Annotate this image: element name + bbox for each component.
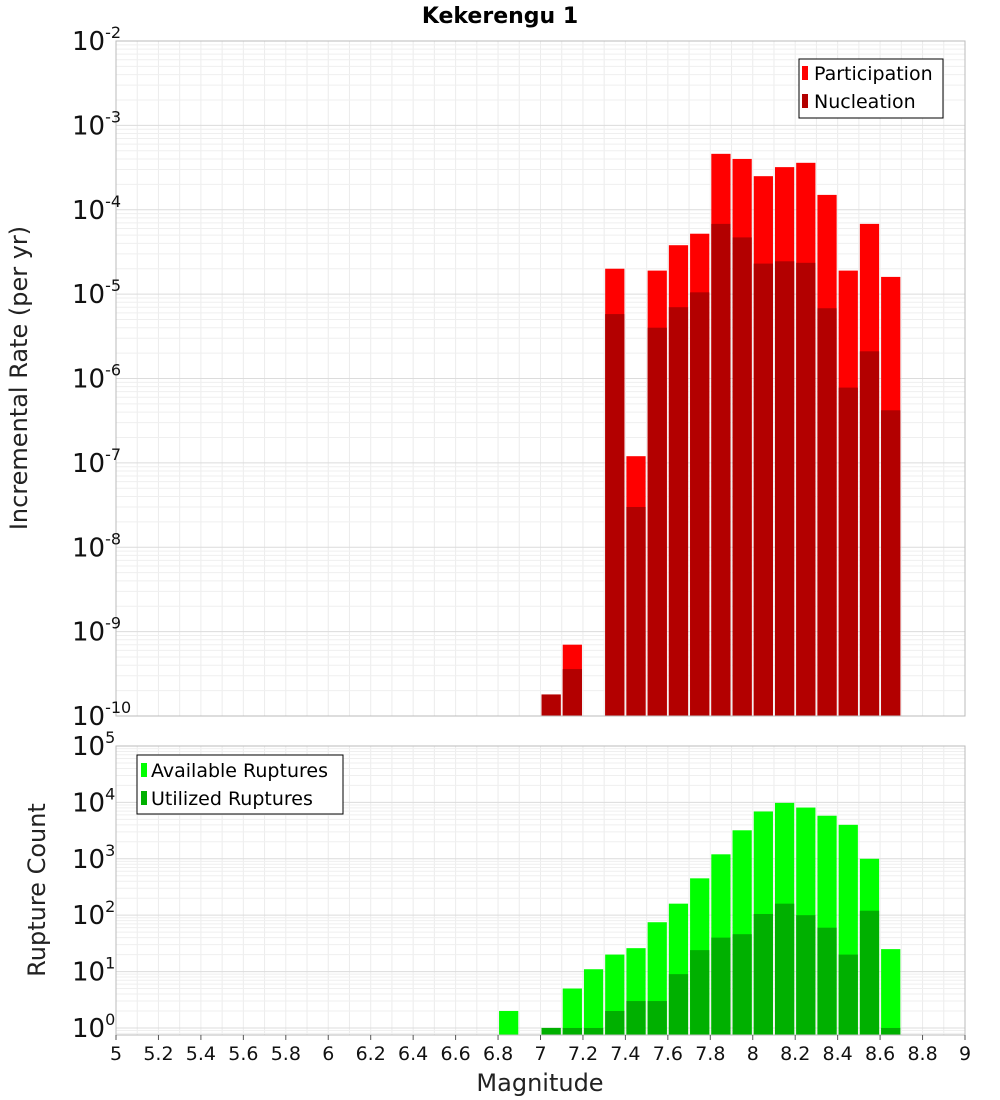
x-tick-label: 5	[110, 1043, 122, 1065]
top-plot-frame	[115, 40, 966, 717]
bottom-bar-utilized-ruptures-8.45	[838, 954, 858, 1035]
top-bar-nucleation-7.55	[647, 327, 667, 716]
bottom-bar-utilized-ruptures-7.85	[711, 937, 731, 1035]
bottom-y-ticks: 105 104 103 102 101 100	[72, 728, 115, 1044]
x-tick-label: 8.8	[907, 1043, 937, 1065]
bottom-bar-available-ruptures-7.25	[583, 969, 604, 1035]
bottom-y-tick-label: 105	[72, 728, 115, 762]
top-grid	[115, 40, 966, 717]
top-bar-nucleation-8.35	[817, 308, 837, 716]
bottom-bar-utilized-ruptures-8.25	[796, 915, 816, 1035]
x-tick-label: 5.6	[228, 1043, 258, 1065]
top-bar-nucleation-8.55	[859, 351, 880, 716]
bottom-bar-utilized-ruptures-7.75	[690, 950, 710, 1035]
bottom-bar-utilized-ruptures-7.45	[626, 1001, 646, 1035]
x-tick-label: 6.8	[483, 1043, 513, 1065]
x-tick-label: 5.8	[271, 1043, 301, 1065]
top-bar-nucleation-7.75	[690, 292, 710, 716]
top-y-tick-label: 10-3	[72, 107, 121, 141]
bottom-y-axis-label: Rupture Count	[23, 803, 51, 977]
x-tick-label: 6.2	[356, 1043, 386, 1065]
x-tick-label: 8.4	[823, 1043, 853, 1065]
top-y-tick-label: 10-4	[72, 192, 121, 226]
bottom-bar-utilized-ruptures-7.35	[605, 1010, 625, 1035]
x-axis-label: Magnitude	[476, 1069, 603, 1097]
top-bar-nucleation-8.05	[753, 263, 773, 716]
bottom-bar-utilized-ruptures-8.55	[859, 910, 880, 1035]
x-ticks: 5 5.2 5.4 5.6 5.8 6 6.2 6.4 6.6 6.8 7 7.2 7.4 7.6 7.8 8…	[110, 1035, 971, 1065]
bottom-y-tick-label: 100	[72, 1010, 115, 1044]
legend-swatch-nucleation	[802, 94, 808, 108]
top-y-tick-label: 10-10	[72, 698, 131, 732]
bottom-bar-utilized-ruptures-7.25	[583, 1027, 604, 1035]
top-bar-nucleation-7.05	[541, 694, 561, 716]
top-bar-nucleation-7.65	[668, 307, 689, 716]
bottom-bar-utilized-ruptures-7.05	[541, 1027, 561, 1035]
x-tick-label: 8	[747, 1043, 759, 1065]
legend-label-available: Available Ruptures	[151, 760, 328, 782]
top-bars	[541, 153, 901, 717]
x-tick-label: 6	[322, 1043, 334, 1065]
bottom-bar-utilized-ruptures-8.35	[817, 927, 837, 1035]
x-tick-label: 5.2	[143, 1043, 173, 1065]
top-y-tick-label: 10-2	[72, 23, 121, 57]
top-bar-nucleation-8.65	[881, 410, 901, 716]
bottom-bar-available-ruptures-6.85	[499, 1010, 519, 1035]
bottom-y-tick-label: 102	[72, 897, 115, 931]
bottom-bar-utilized-ruptures-7.65	[668, 974, 689, 1035]
x-tick-label: 7.4	[610, 1043, 640, 1065]
bottom-bar-available-ruptures-8.65	[881, 949, 901, 1035]
bottom-bar-utilized-ruptures-8.65	[881, 1027, 901, 1035]
top-legend-box	[798, 58, 944, 119]
bottom-bar-utilized-ruptures-7.95	[732, 934, 752, 1035]
bottom-bar-utilized-ruptures-8.15	[774, 903, 795, 1035]
top-bar-nucleation-8.25	[796, 262, 816, 716]
x-tick-label: 7.6	[653, 1043, 683, 1065]
x-tick-label: 6.6	[440, 1043, 470, 1065]
x-tick-label: 6.4	[398, 1043, 428, 1065]
legend-swatch-participation	[802, 66, 808, 80]
top-bar-nucleation-7.85	[711, 223, 731, 716]
x-tick-label: 8.6	[865, 1043, 895, 1065]
top-bar-nucleation-7.95	[732, 237, 752, 716]
top-y-axis-label: Incremental Rate (per yr)	[5, 226, 33, 530]
legend-label-utilized: Utilized Ruptures	[151, 788, 313, 810]
bottom-legend: Available Ruptures Utilized Ruptures	[136, 754, 344, 815]
top-bar-nucleation-7.45	[626, 506, 646, 716]
chart-title: Kekerengu 1	[422, 4, 578, 29]
bottom-legend-box	[136, 754, 344, 815]
legend-label-nucleation: Nucleation	[814, 91, 916, 113]
bottom-bar-utilized-ruptures-8.05	[753, 913, 773, 1035]
bottom-bar-utilized-ruptures-7.55	[647, 1001, 667, 1035]
x-tick-label: 7.8	[695, 1043, 725, 1065]
top-legend: Participation Nucleation	[798, 58, 944, 119]
bottom-y-tick-label: 104	[72, 784, 115, 818]
top-y-tick-label: 10-5	[72, 276, 121, 310]
x-tick-label: 8.2	[780, 1043, 810, 1065]
legend-swatch-available	[141, 763, 147, 777]
x-tick-label: 7.2	[568, 1043, 598, 1065]
top-bar-nucleation-7.35	[605, 314, 625, 716]
top-y-tick-label: 10-9	[72, 614, 121, 648]
bottom-bars	[499, 802, 901, 1035]
top-bar-nucleation-8.45	[838, 387, 858, 716]
top-y-tick-label: 10-7	[72, 445, 121, 479]
top-bar-nucleation-8.15	[774, 261, 795, 716]
legend-label-participation: Participation	[814, 63, 933, 85]
top-y-ticks: 10-2 10-3 10-4 10-5 10-6 10-7 10-8 10-9 10-10	[72, 23, 131, 732]
top-bar-nucleation-7.15	[562, 669, 582, 716]
bottom-bar-available-ruptures-7.15	[562, 988, 582, 1035]
top-y-tick-label: 10-8	[72, 529, 121, 563]
bottom-bar-utilized-ruptures-7.15	[562, 1027, 582, 1035]
bottom-y-tick-label: 101	[72, 954, 115, 988]
legend-swatch-utilized	[141, 791, 147, 805]
top-y-tick-label: 10-6	[72, 361, 121, 395]
x-tick-label: 7	[534, 1043, 546, 1065]
bottom-y-tick-label: 103	[72, 841, 115, 875]
x-tick-label: 9	[959, 1043, 971, 1065]
x-tick-label: 5.4	[186, 1043, 216, 1065]
